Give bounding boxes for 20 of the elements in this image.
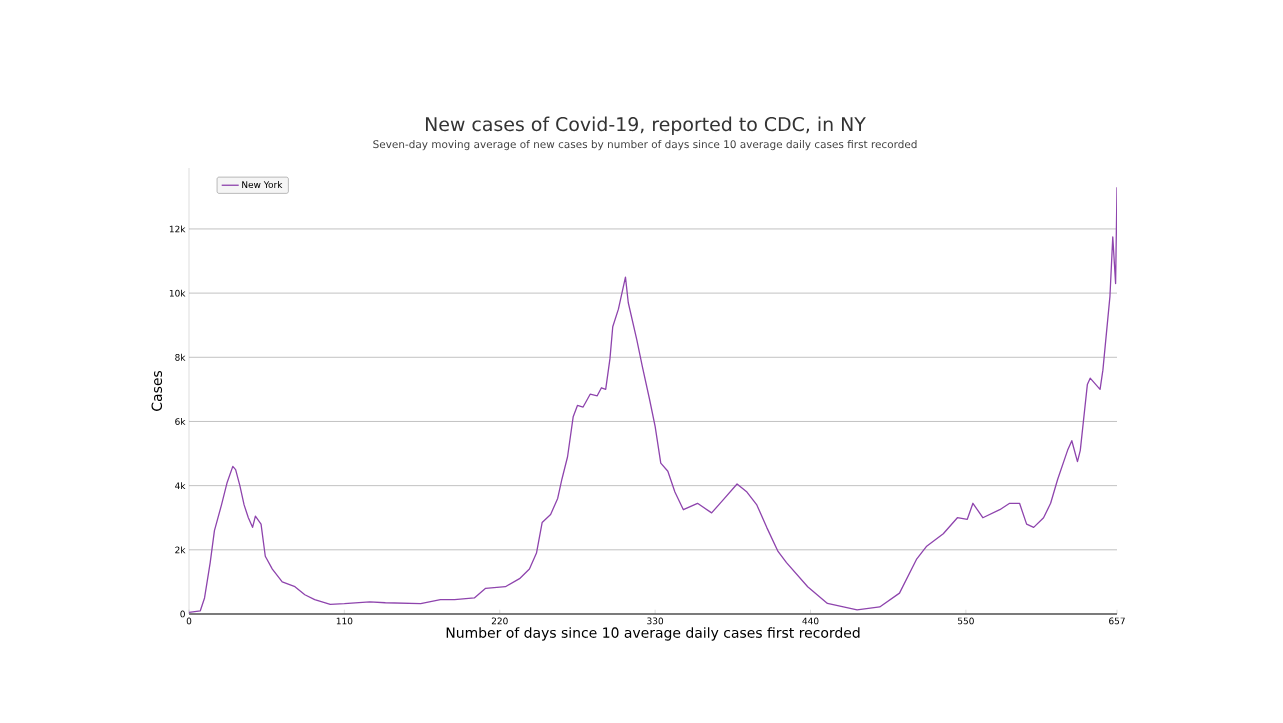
- x-tick-label: 330: [647, 617, 664, 625]
- y-tick-label: 6k: [175, 418, 186, 425]
- x-tick-label: 220: [491, 617, 508, 625]
- chart-title: New cases of Covid-19, reported to CDC, in NY: [426, 116, 866, 135]
- y-tick-label: 12k: [169, 225, 186, 233]
- y-tick-label: 8k: [175, 353, 186, 361]
- y-axis-title: Cases: [151, 370, 163, 411]
- x-tick-label: 110: [336, 617, 353, 625]
- line-series: [189, 186, 1118, 614]
- y-tick-label: 4k: [175, 482, 186, 490]
- chart-subtitle: Seven-day moving average of new cases by number of days since 10 average daily cases first recorded: [373, 140, 917, 151]
- x-axis-title: Number of days since 10 average daily cases first recorded: [446, 627, 860, 641]
- y-tick-label: 0: [180, 610, 185, 618]
- x-tick-label: 657: [1109, 617, 1125, 625]
- y-tick-label: 10k: [169, 289, 186, 297]
- x-tick-label: 440: [802, 617, 819, 625]
- x-tick-label: 550: [958, 617, 974, 625]
- x-tick-label: 0: [186, 617, 192, 625]
- y-tick-label: 2k: [175, 546, 186, 554]
- legend-label: New York: [242, 181, 283, 189]
